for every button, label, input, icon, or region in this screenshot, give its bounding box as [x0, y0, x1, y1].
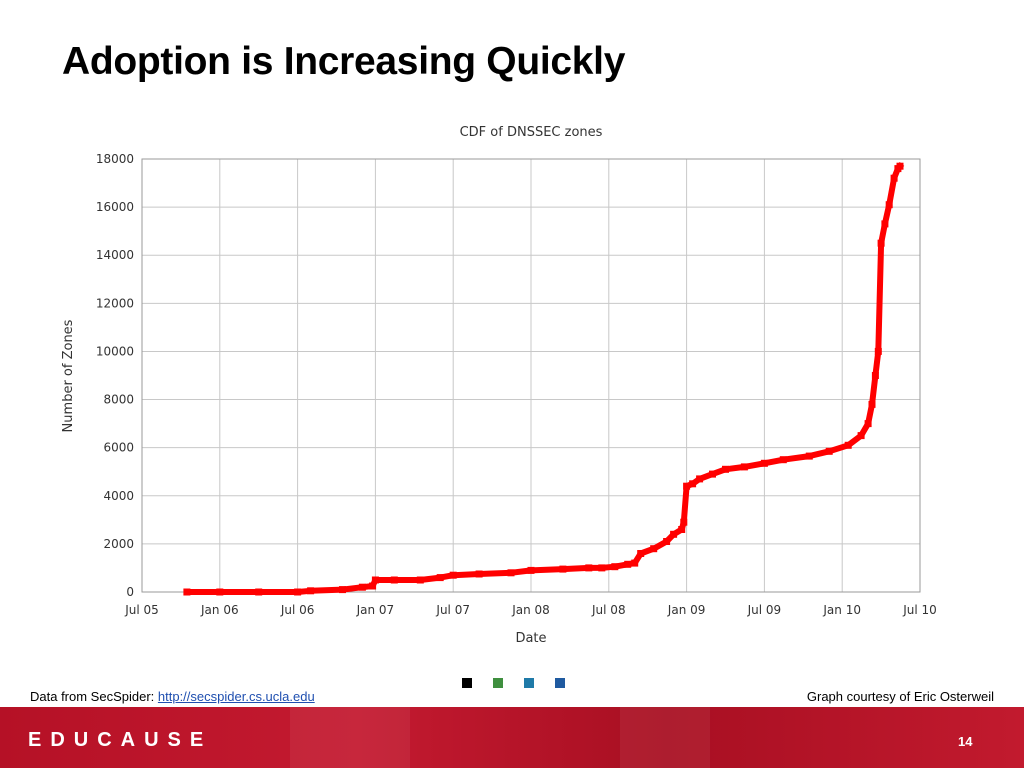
y-tick-label: 16000	[96, 200, 134, 214]
data-point	[585, 564, 593, 572]
data-point	[881, 220, 889, 228]
x-tick-label: Jan 07	[356, 603, 395, 617]
footer-stripe	[620, 707, 710, 768]
data-point	[416, 576, 424, 584]
data-point	[885, 201, 893, 209]
data-point	[680, 518, 688, 526]
data-point	[216, 588, 224, 596]
y-tick-label: 18000	[96, 152, 134, 166]
data-point	[527, 566, 535, 574]
data-point	[559, 565, 567, 573]
page-number: 14	[958, 734, 973, 749]
x-tick-label: Jan 08	[511, 603, 550, 617]
x-tick-label: Jul 06	[280, 603, 315, 617]
series-layer	[183, 161, 905, 596]
x-tick-label: Jul 08	[591, 603, 626, 617]
x-tick-labels: Jul 05 Jan 06 Jul 06 Jan 07 Jul 07 Jan 08 Jul …	[124, 603, 937, 617]
y-tick-label: 4000	[103, 489, 134, 503]
data-point	[294, 588, 302, 596]
data-point	[877, 239, 885, 247]
x-tick-label: Jan 09	[667, 603, 706, 617]
data-point	[890, 174, 898, 182]
dnssec-cdf-chart: 0 2000 4000 6000 8000 10000 12000 14000 16000 180…	[40, 112, 950, 657]
data-point	[871, 372, 879, 379]
data-point	[598, 564, 606, 572]
data-point	[255, 588, 263, 596]
data-point	[683, 482, 691, 490]
data-point	[678, 526, 686, 533]
data-point	[624, 560, 632, 568]
y-tick-label: 14000	[96, 248, 134, 262]
data-point	[760, 459, 768, 467]
x-tick-label: Jul 09	[747, 603, 782, 617]
x-tick-label: Jan 06	[200, 603, 239, 617]
data-point	[825, 447, 833, 455]
data-source-credit: Data from SecSpider: http://secspider.cs…	[30, 689, 315, 704]
data-point	[857, 432, 865, 440]
legend-swatch-blue	[555, 678, 565, 688]
legend-swatch-teal	[524, 678, 534, 688]
y-tick-labels: 0 2000 4000 6000 8000 10000 12000 14000 16000 180…	[96, 152, 134, 599]
y-tick-label: 0	[126, 585, 134, 599]
data-point	[637, 550, 645, 557]
data-point	[779, 456, 787, 464]
data-point	[436, 574, 444, 582]
data-point	[709, 470, 716, 478]
graph-credit: Graph courtesy of Eric Osterweil	[806, 689, 994, 704]
data-point	[183, 588, 191, 596]
slide-title: Adoption is Increasing Quickly	[62, 40, 626, 83]
y-tick-label: 8000	[103, 393, 134, 407]
x-tick-label: Jul 10	[902, 603, 937, 617]
y-tick-label: 10000	[96, 344, 134, 358]
data-point	[307, 587, 315, 595]
data-point	[663, 538, 671, 545]
data-point	[631, 559, 639, 567]
data-point	[896, 162, 904, 170]
data-point	[611, 563, 619, 571]
legend-swatch-green	[493, 678, 503, 688]
data-point	[371, 576, 379, 584]
y-axis-label: Number of Zones	[61, 319, 76, 432]
data-source-label: Data from SecSpider:	[30, 689, 158, 704]
data-point	[689, 480, 697, 488]
data-point	[868, 400, 876, 408]
data-point	[369, 582, 377, 590]
secspider-link[interactable]: http://secspider.cs.ucla.edu	[157, 689, 315, 704]
y-tick-label: 12000	[96, 296, 134, 310]
y-tick-label: 6000	[103, 441, 134, 455]
footer-stripe	[290, 707, 410, 768]
plot-frame	[141, 158, 921, 593]
x-tick-label: Jul 07	[435, 603, 470, 617]
data-point	[339, 586, 346, 594]
data-point	[507, 569, 515, 577]
data-point	[874, 347, 882, 355]
data-point	[449, 571, 457, 579]
data-point	[696, 475, 704, 483]
x-tick-label: Jan 10	[822, 603, 861, 617]
data-point	[358, 583, 366, 591]
y-tick-label: 2000	[103, 537, 134, 551]
footer-band: EDUCAUSE 14	[0, 707, 1024, 768]
data-point	[722, 465, 729, 473]
data-point	[805, 452, 813, 460]
data-point	[670, 530, 678, 538]
x-axis-label: Date	[515, 631, 546, 646]
data-point	[390, 576, 398, 584]
chart-title: CDF of DNSSEC zones	[460, 125, 603, 140]
legend-swatch-black	[462, 678, 472, 688]
data-point	[740, 463, 748, 471]
data-point	[864, 420, 872, 428]
data-point	[650, 545, 658, 553]
data-point	[844, 441, 852, 449]
data-point	[475, 570, 483, 578]
educause-logo: EDUCAUSE	[28, 729, 213, 751]
x-tick-label: Jul 05	[124, 603, 159, 617]
